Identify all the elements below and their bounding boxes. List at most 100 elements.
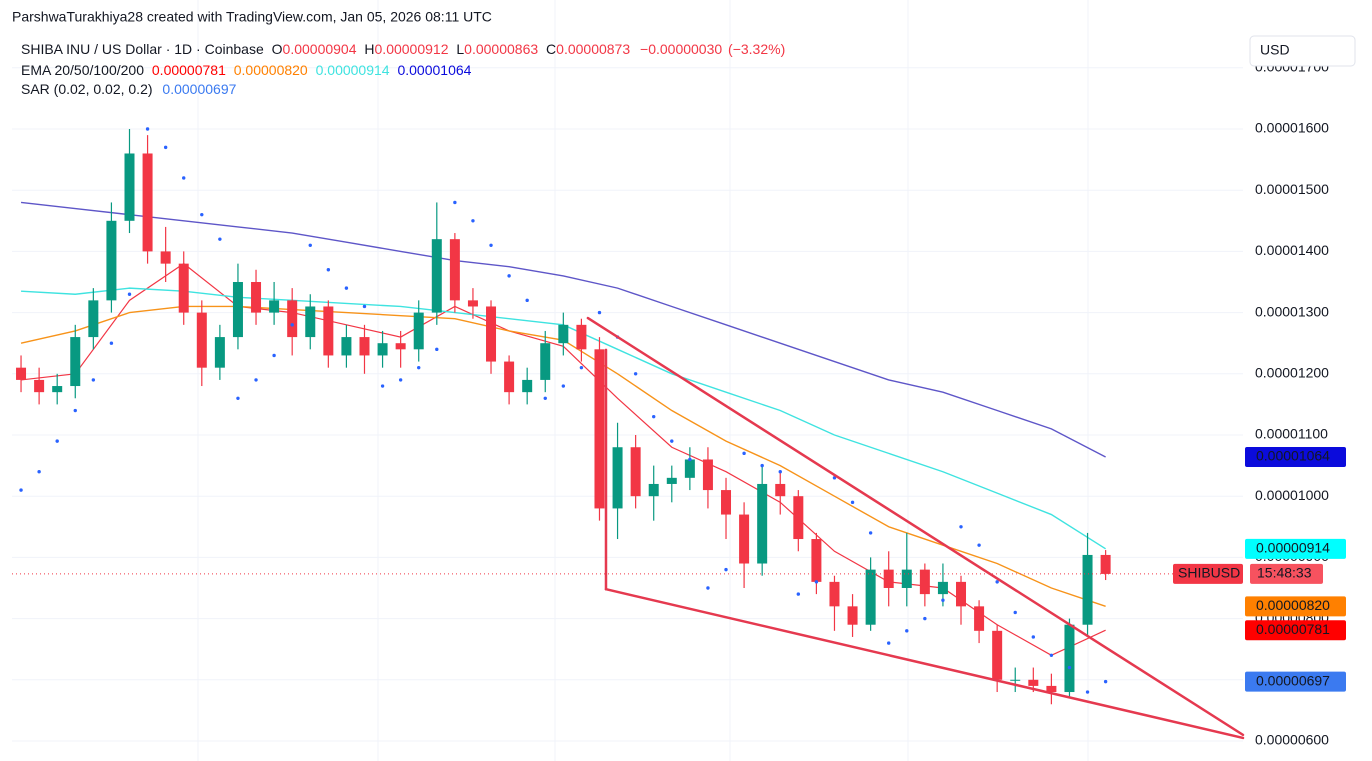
- candle-body: [196, 312, 207, 368]
- candle-body: [504, 361, 515, 393]
- sar-dot: [19, 488, 23, 492]
- price-grid: [12, 67, 1243, 742]
- ohlc-value: 0.00000912: [375, 41, 449, 57]
- candle-body: [1046, 685, 1057, 693]
- ohlc-value: 0.00000863: [464, 41, 538, 57]
- sar-dot: [579, 365, 584, 370]
- candle-body: [721, 490, 732, 515]
- candle-body: [757, 483, 768, 564]
- sar-dot: [561, 384, 566, 388]
- candle-body: [648, 483, 659, 497]
- candle-body: [865, 569, 876, 625]
- sar-dot: [760, 463, 764, 468]
- legend-main: SHIBA INU / US Dollar · 1D · Coinbase O0…: [21, 41, 785, 57]
- candle-body: [377, 343, 388, 356]
- candle-body: [901, 569, 912, 588]
- y-tick-label: 0.00001000: [1255, 487, 1329, 503]
- ema-value: 0.00001064: [397, 62, 471, 78]
- sar-dot: [796, 592, 801, 596]
- sar-dot: [344, 286, 349, 290]
- sar-dot: [670, 439, 674, 443]
- candle-body: [811, 539, 822, 582]
- ema-price-label: 0.00000781: [1256, 621, 1330, 637]
- candle-body: [341, 337, 352, 356]
- candle-body: [883, 569, 894, 588]
- candle-body: [992, 630, 1003, 680]
- currency-button[interactable]: [1249, 35, 1356, 67]
- ohlc-name: C: [546, 41, 556, 57]
- ema-price-box: [1245, 538, 1346, 559]
- y-tick-label: 0.00000600: [1255, 732, 1329, 748]
- sar-dot: [850, 500, 855, 505]
- y-tick-label: 0.00001300: [1255, 303, 1329, 319]
- candle-body: [305, 306, 316, 338]
- candle-body: [486, 306, 497, 362]
- candle-body: [702, 459, 713, 491]
- sar-price-box: [1245, 671, 1346, 692]
- sar-dot: [453, 200, 457, 205]
- candle-body: [124, 153, 135, 221]
- candle-body: [52, 386, 63, 393]
- currency-button-label[interactable]: USD: [1260, 42, 1290, 58]
- ema-value: 0.00000781: [152, 62, 226, 78]
- sar-value: 0.00000697: [162, 81, 236, 97]
- sar-dot: [398, 378, 403, 382]
- candle-body: [323, 306, 334, 356]
- candle-body: [431, 239, 442, 313]
- sar-dot: [688, 457, 692, 462]
- candle-body: [793, 496, 804, 540]
- sar-dot: [272, 353, 276, 358]
- sar-dot: [887, 641, 891, 645]
- candle-body: [287, 300, 298, 338]
- candle-body: [251, 282, 262, 313]
- candle-body: [16, 367, 27, 380]
- sar-dot: [905, 629, 909, 633]
- ema-price-box: [1245, 596, 1346, 617]
- change: −0.00000030: [640, 41, 722, 57]
- sar-dot: [742, 451, 746, 456]
- candle-body: [558, 324, 569, 344]
- sar-dot: [597, 310, 602, 315]
- candle-body: [178, 263, 189, 313]
- sar-dot: [182, 176, 186, 180]
- ema-value: 0.00000820: [234, 62, 308, 78]
- countdown-label: 15:48:33: [1257, 565, 1312, 581]
- sar-dot: [471, 219, 475, 223]
- candle-body: [684, 459, 695, 478]
- sar-dot: [435, 347, 439, 352]
- sar-dot: [633, 372, 638, 376]
- sar-dot: [109, 341, 114, 345]
- ema-price-label: 0.00000820: [1256, 597, 1330, 613]
- candle-body: [630, 447, 641, 497]
- symbol-label: SHIBUSD: [1178, 565, 1240, 581]
- sar-dot: [977, 543, 981, 547]
- sar-dot: [923, 616, 927, 621]
- candle-body: [106, 220, 117, 301]
- candle-body: [359, 337, 370, 356]
- sar-dot: [91, 378, 96, 382]
- sar-dot: [1067, 665, 1072, 670]
- sar-dot: [290, 323, 294, 327]
- candle-body: [467, 300, 478, 307]
- candle-body: [269, 300, 280, 313]
- sar-dot: [55, 439, 59, 443]
- sar-dot: [218, 237, 222, 241]
- candle-body: [1064, 624, 1075, 693]
- sar-dot: [995, 580, 999, 584]
- sar-dot: [236, 396, 240, 400]
- sar-dot: [1013, 610, 1017, 615]
- sar-dot: [652, 414, 656, 419]
- sar-dot: [507, 274, 511, 278]
- y-tick-label: 0.00001100: [1255, 426, 1328, 442]
- y-tick-label: 0.00001500: [1255, 181, 1329, 197]
- ema-price-box: [1245, 620, 1346, 641]
- candle-body: [612, 447, 623, 509]
- ohlc-value: 0.00000904: [283, 41, 357, 57]
- candle-body: [34, 379, 45, 393]
- sar-dot: [308, 243, 312, 247]
- sar-dot: [200, 212, 204, 217]
- ohlc-name: H: [364, 41, 374, 57]
- candle-body: [70, 337, 81, 387]
- sar-dot: [73, 408, 77, 413]
